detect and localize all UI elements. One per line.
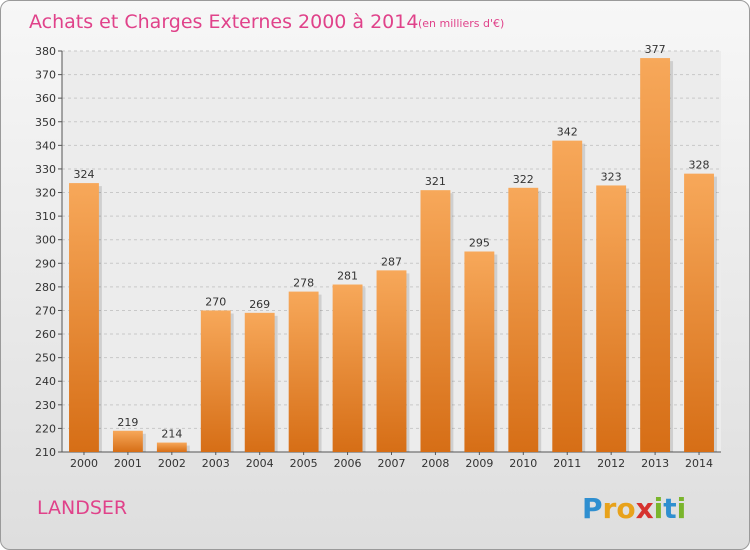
x-tick-label: 2006 [334, 457, 362, 470]
data-label: 278 [293, 277, 314, 290]
bar [69, 183, 99, 452]
x-tick-label: 2001 [114, 457, 142, 470]
data-label: 321 [425, 175, 446, 188]
x-tick-label: 2012 [597, 457, 625, 470]
x-tick-label: 2011 [553, 457, 581, 470]
bar [552, 140, 583, 452]
y-tick-label: 250 [35, 352, 56, 365]
data-label: 214 [161, 428, 182, 441]
data-label: 377 [645, 43, 666, 56]
data-label: 324 [73, 168, 94, 181]
y-tick-label: 380 [35, 45, 56, 58]
x-tick-label: 2010 [509, 457, 537, 470]
data-label: 281 [337, 270, 358, 283]
y-tick-label: 320 [35, 187, 56, 200]
y-tick-label: 220 [35, 422, 56, 435]
commune-name: LANDSER [37, 497, 127, 519]
bar [156, 442, 187, 452]
bar [508, 187, 539, 452]
data-label: 295 [469, 237, 490, 250]
proxiti-logo-text: Proxiti [582, 492, 686, 525]
x-tick-label: 2014 [685, 457, 713, 470]
y-tick-label: 230 [35, 399, 56, 412]
bar [288, 291, 319, 452]
y-tick-label: 340 [35, 139, 56, 152]
y-tick-label: 290 [35, 257, 56, 270]
data-label: 323 [601, 170, 622, 183]
bar [112, 430, 143, 452]
x-tick-label: 2008 [421, 457, 449, 470]
y-tick-label: 300 [35, 234, 56, 247]
x-tick-label: 2013 [641, 457, 669, 470]
bar [684, 173, 714, 453]
y-tick-label: 350 [35, 116, 56, 129]
bar [596, 185, 627, 452]
data-label: 328 [689, 159, 710, 172]
y-tick-label: 310 [35, 210, 56, 223]
x-tick-label: 2004 [246, 457, 274, 470]
y-tick-label: 210 [35, 446, 56, 459]
y-tick-label: 270 [35, 304, 56, 317]
brand-logo: Proxiti [582, 492, 686, 525]
y-tick-label: 260 [35, 328, 56, 341]
y-tick-label: 330 [35, 163, 56, 176]
bar [244, 312, 275, 452]
bar [200, 310, 231, 452]
y-tick-label: 240 [35, 375, 56, 388]
x-tick-label: 2007 [378, 457, 406, 470]
bar [464, 251, 495, 452]
y-tick-label: 280 [35, 281, 56, 294]
x-tick-label: 2009 [465, 457, 493, 470]
y-tick-label: 370 [35, 69, 56, 82]
axis-layer: 210 220 230 240 250 260 270 280 290 300 310 320 330 3… [35, 45, 721, 470]
chart-title: Achats et Charges Externes 2000 à 2014 [29, 11, 418, 33]
bar [640, 58, 671, 452]
data-label: 269 [249, 298, 270, 311]
x-tick-label: 2005 [290, 457, 318, 470]
bar [420, 190, 451, 452]
data-label: 270 [205, 295, 226, 308]
y-tick-label: 360 [35, 92, 56, 105]
x-tick-label: 2000 [70, 457, 98, 470]
x-tick-label: 2002 [158, 457, 186, 470]
bar [332, 284, 363, 452]
data-label: 287 [381, 255, 402, 268]
data-label: 219 [117, 416, 138, 429]
data-label: 322 [513, 173, 534, 186]
chart-subtitle: (en milliers d'€) [418, 17, 504, 30]
bar [376, 270, 407, 452]
bar-layer: 324 219 214 270 269 278 281 287 321 295 322 342 323 3… [69, 43, 717, 453]
x-tick-label: 2003 [202, 457, 230, 470]
data-label: 342 [557, 126, 578, 139]
